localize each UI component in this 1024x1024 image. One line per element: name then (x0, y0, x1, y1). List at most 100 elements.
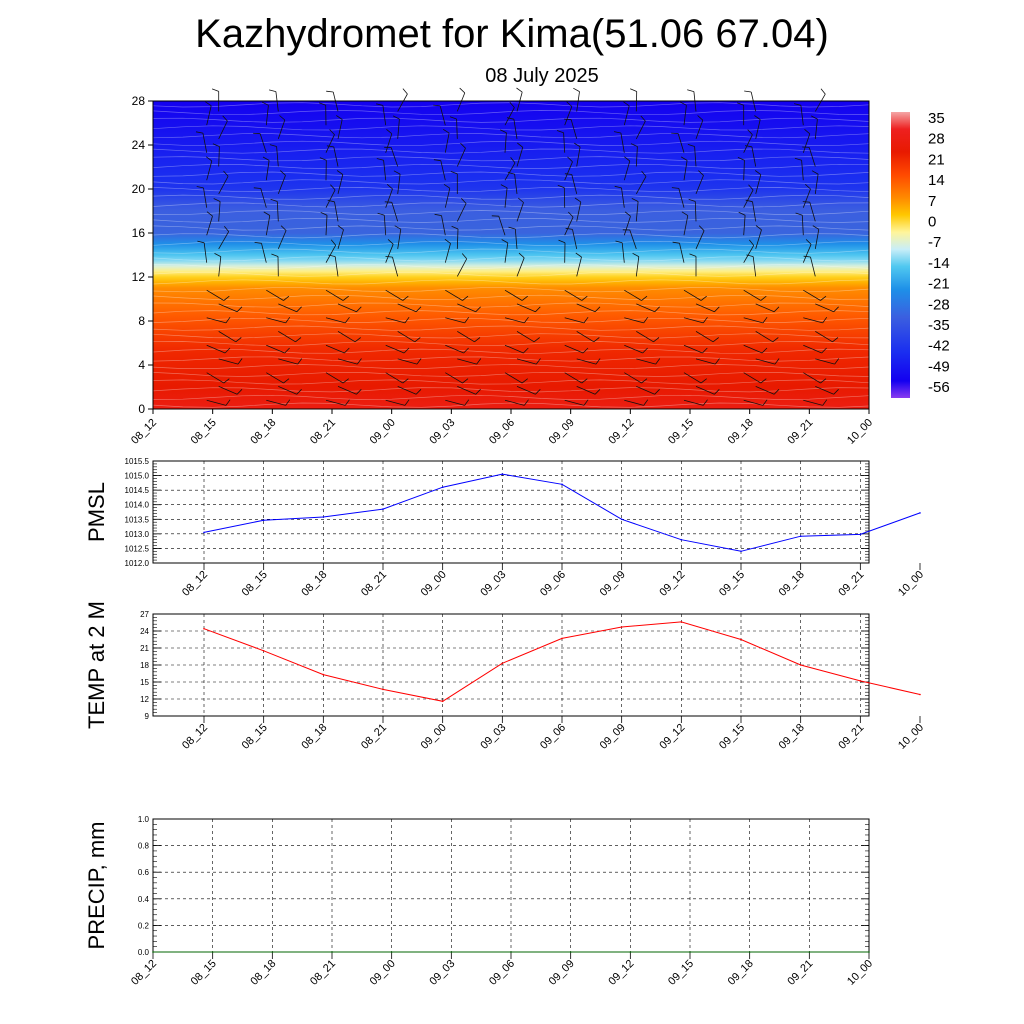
wind-barb-flag (236, 306, 243, 313)
data-point (680, 621, 683, 623)
x-tick-label: 09_06 (538, 722, 568, 752)
wind-barb (624, 399, 644, 406)
x-tick-label: 09_21 (836, 569, 866, 599)
wind-barb (206, 160, 213, 181)
wind-barb (392, 256, 399, 277)
wind-barb (504, 107, 515, 126)
wind-barb-flag (330, 184, 336, 191)
contour-line (152, 356, 870, 362)
temp-2m-chart: 9 12 15 18 21 24 27 08_12 08_15 08_18 08_21 09_00 09… (84, 601, 926, 752)
wind-barb (218, 386, 238, 395)
wind-barb (751, 146, 757, 167)
wind-barb-flag (593, 337, 600, 343)
wind-barb (445, 372, 463, 384)
wind-barb-flag (748, 184, 754, 191)
wind-barb (677, 133, 685, 153)
wind-barb (504, 162, 516, 181)
wind-barb-flag (269, 144, 277, 147)
wind-barb (218, 358, 239, 365)
contour-line (152, 271, 870, 277)
wind-barb (325, 245, 337, 263)
wind-barb (635, 146, 638, 167)
wind-barb (504, 132, 507, 153)
wind-barb-flag (450, 171, 458, 175)
x-tick-label: 08_12 (129, 417, 159, 447)
wind-barb-flag (533, 337, 540, 343)
wind-barb (814, 119, 818, 139)
wind-barb-flag (223, 170, 229, 177)
data-point (501, 473, 504, 475)
wind-barb (678, 188, 685, 208)
wind-barb (266, 399, 286, 406)
wind-barb-flag (737, 157, 745, 161)
x-tick-label: 09_21 (785, 958, 815, 988)
wind-barb-flag (283, 295, 290, 301)
wind-barb-flag (832, 337, 839, 343)
wind-barb-flag (833, 306, 839, 313)
wind-barb-flag (236, 389, 243, 395)
data-point (740, 638, 742, 641)
wind-barb (743, 372, 762, 384)
wind-barb-flag (754, 170, 762, 175)
data-point (450, 951, 453, 953)
wind-barb (695, 303, 715, 313)
wind-barb-flag (671, 187, 679, 189)
data-point (629, 951, 632, 953)
wind-barb-flag (196, 186, 204, 189)
wind-barb-flag (516, 87, 523, 93)
wind-barb-flag (594, 306, 601, 313)
wind-barb-flag (820, 378, 827, 384)
x-tick-label: 09_12 (606, 958, 636, 988)
wind-barb (564, 106, 573, 126)
wind-barb (504, 317, 525, 324)
wind-barb (564, 216, 574, 236)
wind-barb-flag (523, 347, 529, 354)
y-tick-label: 0.4 (138, 895, 150, 904)
wind-barb-flag (354, 337, 361, 343)
wind-barb-flag (702, 399, 708, 406)
wind-barb (259, 133, 267, 153)
data-point (569, 951, 572, 953)
contour-line (152, 394, 870, 400)
wind-barb (218, 331, 237, 343)
wind-barb-flag (509, 101, 515, 108)
x-tick-label: 09_00 (368, 958, 398, 988)
wind-barb (814, 229, 820, 249)
wind-barb-flag (393, 170, 401, 175)
data-point (859, 533, 862, 536)
x-tick-label: 09_09 (598, 569, 628, 599)
contour-line (152, 248, 870, 254)
line-charts: 1012.0 1012.5 1013.0 1013.5 1014.0 1014.5 1015… (84, 457, 926, 988)
wind-barb (624, 317, 644, 324)
wind-barb (620, 132, 625, 153)
wind-barb-flag (712, 337, 719, 343)
wind-barb-flag (641, 378, 648, 384)
contour-line (152, 125, 870, 131)
wind-barb (206, 399, 227, 406)
wind-barb-flag (565, 227, 573, 230)
wind-barb (621, 187, 625, 208)
wind-barb-flag (195, 131, 203, 134)
contour-line (152, 341, 870, 347)
wind-barb-flag (377, 212, 385, 216)
contour-line (152, 217, 870, 223)
wind-barb-flag (386, 128, 393, 135)
wind-barb (456, 203, 467, 222)
wind-barb (743, 189, 754, 208)
wind-barb (337, 229, 344, 250)
wind-barb-flag (205, 101, 212, 107)
wind-barb (325, 215, 328, 236)
wind-barb-flag (416, 358, 422, 365)
wind-barb-flag (510, 157, 516, 164)
wind-barb-flag (223, 225, 230, 232)
wind-barb-flag (654, 389, 660, 395)
wind-barb-flag (197, 240, 205, 244)
wind-barb-flag (653, 337, 660, 343)
wind-barb-flag (564, 118, 572, 121)
wind-barb (456, 148, 466, 167)
wind-barb (636, 331, 654, 343)
heatmap-field (153, 101, 869, 409)
wind-barb-flag (624, 156, 631, 162)
wind-barb-flag (402, 88, 408, 95)
